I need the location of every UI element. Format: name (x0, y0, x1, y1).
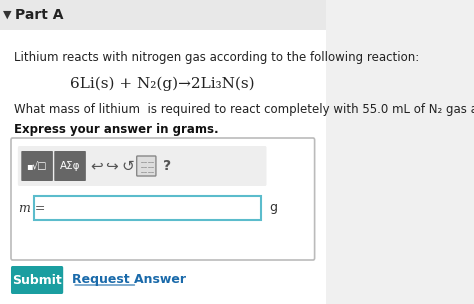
FancyBboxPatch shape (137, 156, 156, 176)
FancyBboxPatch shape (18, 146, 266, 186)
Text: ▪: ▪ (26, 161, 33, 171)
Text: Express your answer in grams.: Express your answer in grams. (14, 123, 219, 136)
FancyBboxPatch shape (34, 196, 261, 220)
FancyBboxPatch shape (11, 138, 315, 260)
FancyBboxPatch shape (0, 0, 326, 30)
Text: Request Answer: Request Answer (72, 274, 186, 286)
Text: ↩: ↩ (90, 158, 102, 174)
Text: What mass of lithium  is required to react completely with 55.0 mL of N₂ gas at : What mass of lithium is required to reac… (14, 103, 474, 116)
Text: m =: m = (19, 202, 46, 215)
Text: ΑΣφ: ΑΣφ (60, 161, 80, 171)
Text: Lithium reacts with nitrogen gas according to the following reaction:: Lithium reacts with nitrogen gas accordi… (14, 51, 419, 64)
Text: ▼: ▼ (3, 10, 11, 20)
FancyBboxPatch shape (21, 151, 53, 181)
Text: g: g (269, 202, 277, 215)
FancyBboxPatch shape (11, 266, 63, 294)
FancyBboxPatch shape (0, 30, 326, 304)
FancyBboxPatch shape (54, 151, 86, 181)
Text: 6Li(s) + N₂(g)→2Li₃N(s): 6Li(s) + N₂(g)→2Li₃N(s) (71, 77, 255, 91)
Text: Submit: Submit (12, 274, 62, 286)
Text: ↺: ↺ (121, 158, 134, 174)
Text: Part A: Part A (15, 8, 64, 22)
Text: ↪: ↪ (106, 158, 118, 174)
Text: √□: √□ (31, 161, 47, 171)
Text: ?: ? (163, 159, 171, 173)
